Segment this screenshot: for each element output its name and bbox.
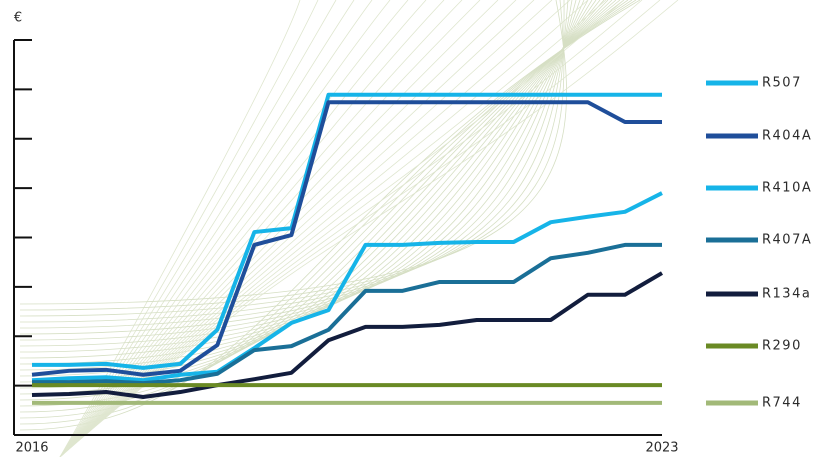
mesh-curve [19, 0, 569, 323]
mesh-curve [19, 0, 621, 401]
legend-label: R404A [762, 129, 812, 144]
mesh-curve [59, 0, 427, 457]
legend-label: R407A [762, 233, 812, 248]
mesh-curve [19, 0, 585, 347]
mesh-curve [19, 0, 633, 419]
mesh-curve [19, 0, 601, 371]
mesh-curve [59, 0, 409, 457]
mesh-curve [59, 0, 661, 457]
x-tick-label: 2016 [15, 441, 48, 456]
legend-label: R410A [762, 181, 812, 196]
legend-label: R290 [762, 339, 802, 354]
mesh-curve [19, 0, 613, 389]
mesh-curve [19, 0, 589, 353]
background-mesh [19, 0, 679, 457]
series-line [32, 92, 662, 370]
mesh-curve [19, 0, 565, 317]
mesh-curve [59, 0, 553, 457]
series-line [31, 100, 662, 377]
mesh-curve [59, 0, 463, 457]
y-axis-label: € [14, 11, 22, 26]
series-line [32, 242, 662, 386]
mesh-curve [59, 0, 301, 457]
legend-label: R134a [762, 287, 811, 302]
mesh-curve [19, 0, 609, 383]
series-line [31, 191, 663, 383]
mesh-curve [59, 0, 445, 457]
mesh-curve [19, 0, 573, 329]
mesh-curve [19, 0, 581, 341]
mesh-curve [59, 0, 679, 457]
mesh-curve [59, 0, 535, 457]
series-line [31, 271, 664, 399]
mesh-curve [19, 0, 641, 431]
mesh-curve [19, 0, 629, 413]
mesh-curve [19, 0, 637, 425]
legend-label: R507 [762, 76, 802, 91]
mesh-curve [19, 0, 567, 305]
legend-label: R744 [762, 396, 802, 411]
x-tick-label: 2023 [645, 441, 678, 456]
mesh-curve [19, 0, 565, 311]
